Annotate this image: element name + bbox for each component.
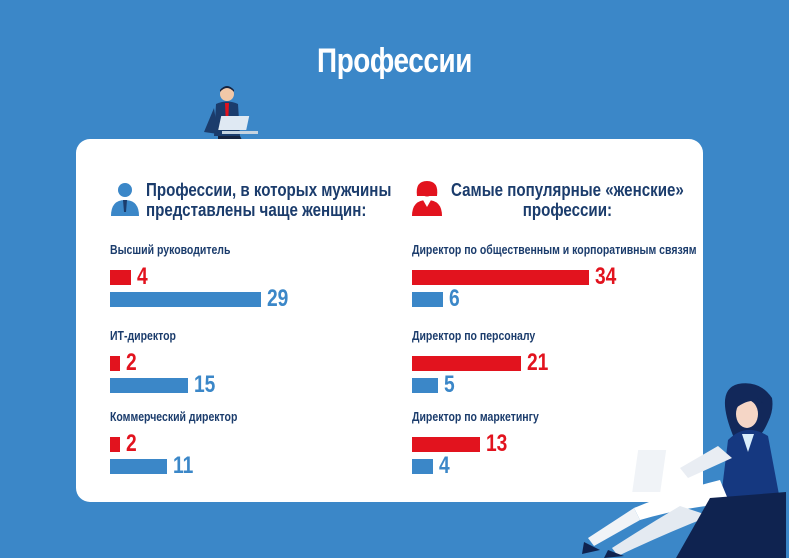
male-chart-title-line-1: Профессии, в которых мужчины — [146, 180, 392, 200]
male-chart-title: Профессии, в которых мужчины представлен… — [146, 180, 391, 220]
male-bar-value-red: 2 — [126, 349, 137, 376]
male-bar-blue — [110, 292, 261, 307]
man-icon — [111, 183, 139, 216]
female-bar-value-blue: 4 — [439, 452, 450, 479]
male-bar-blue — [110, 459, 167, 474]
male-bar-value-blue: 11 — [173, 452, 194, 479]
female-bar-value-blue: 6 — [449, 285, 460, 312]
female-bar-red — [412, 356, 521, 371]
male-bar-red — [110, 437, 120, 452]
female-bar-blue — [412, 292, 443, 307]
female-bar-value-blue: 5 — [444, 371, 455, 398]
female-bar-value-red: 13 — [486, 430, 508, 457]
male-category-label: ИТ-директор — [110, 329, 176, 343]
female-category-label: Директор по общественным и корпоративным… — [412, 243, 697, 257]
female-bar-value-red: 21 — [527, 349, 549, 376]
male-category-label: Высший руководитель — [110, 243, 231, 257]
female-chart-title: Самые популярные «женские» профессии: — [451, 180, 684, 220]
male-bar-value-red: 2 — [126, 430, 137, 457]
male-bar-blue — [110, 378, 188, 393]
female-category-label: Директор по персоналу — [412, 329, 536, 343]
male-bar-red — [110, 270, 131, 285]
female-category-label: Директор по маркетингу — [412, 410, 539, 424]
female-chart-title-line-1: Самые популярные «женские» — [451, 180, 684, 200]
male-category-label: Коммерческий директор — [110, 410, 238, 424]
female-chart-title-line-2: профессии: — [522, 200, 613, 220]
page-title: Профессии — [317, 42, 472, 80]
woman-icon — [412, 181, 442, 216]
male-bar-red — [110, 356, 120, 371]
female-bar-value-red: 34 — [595, 263, 617, 290]
female-bar-blue — [412, 459, 433, 474]
female-bar-red — [412, 270, 589, 285]
male-chart-title-line-2: представлены чаще женщин: — [146, 200, 367, 220]
content-card — [76, 139, 703, 502]
male-bar-value-blue: 29 — [267, 285, 289, 312]
businesswoman-illustration — [582, 383, 786, 558]
male-bar-value-blue: 15 — [194, 371, 216, 398]
female-bar-red — [412, 437, 480, 452]
male-bar-value-red: 4 — [137, 263, 148, 290]
female-bar-blue — [412, 378, 438, 393]
